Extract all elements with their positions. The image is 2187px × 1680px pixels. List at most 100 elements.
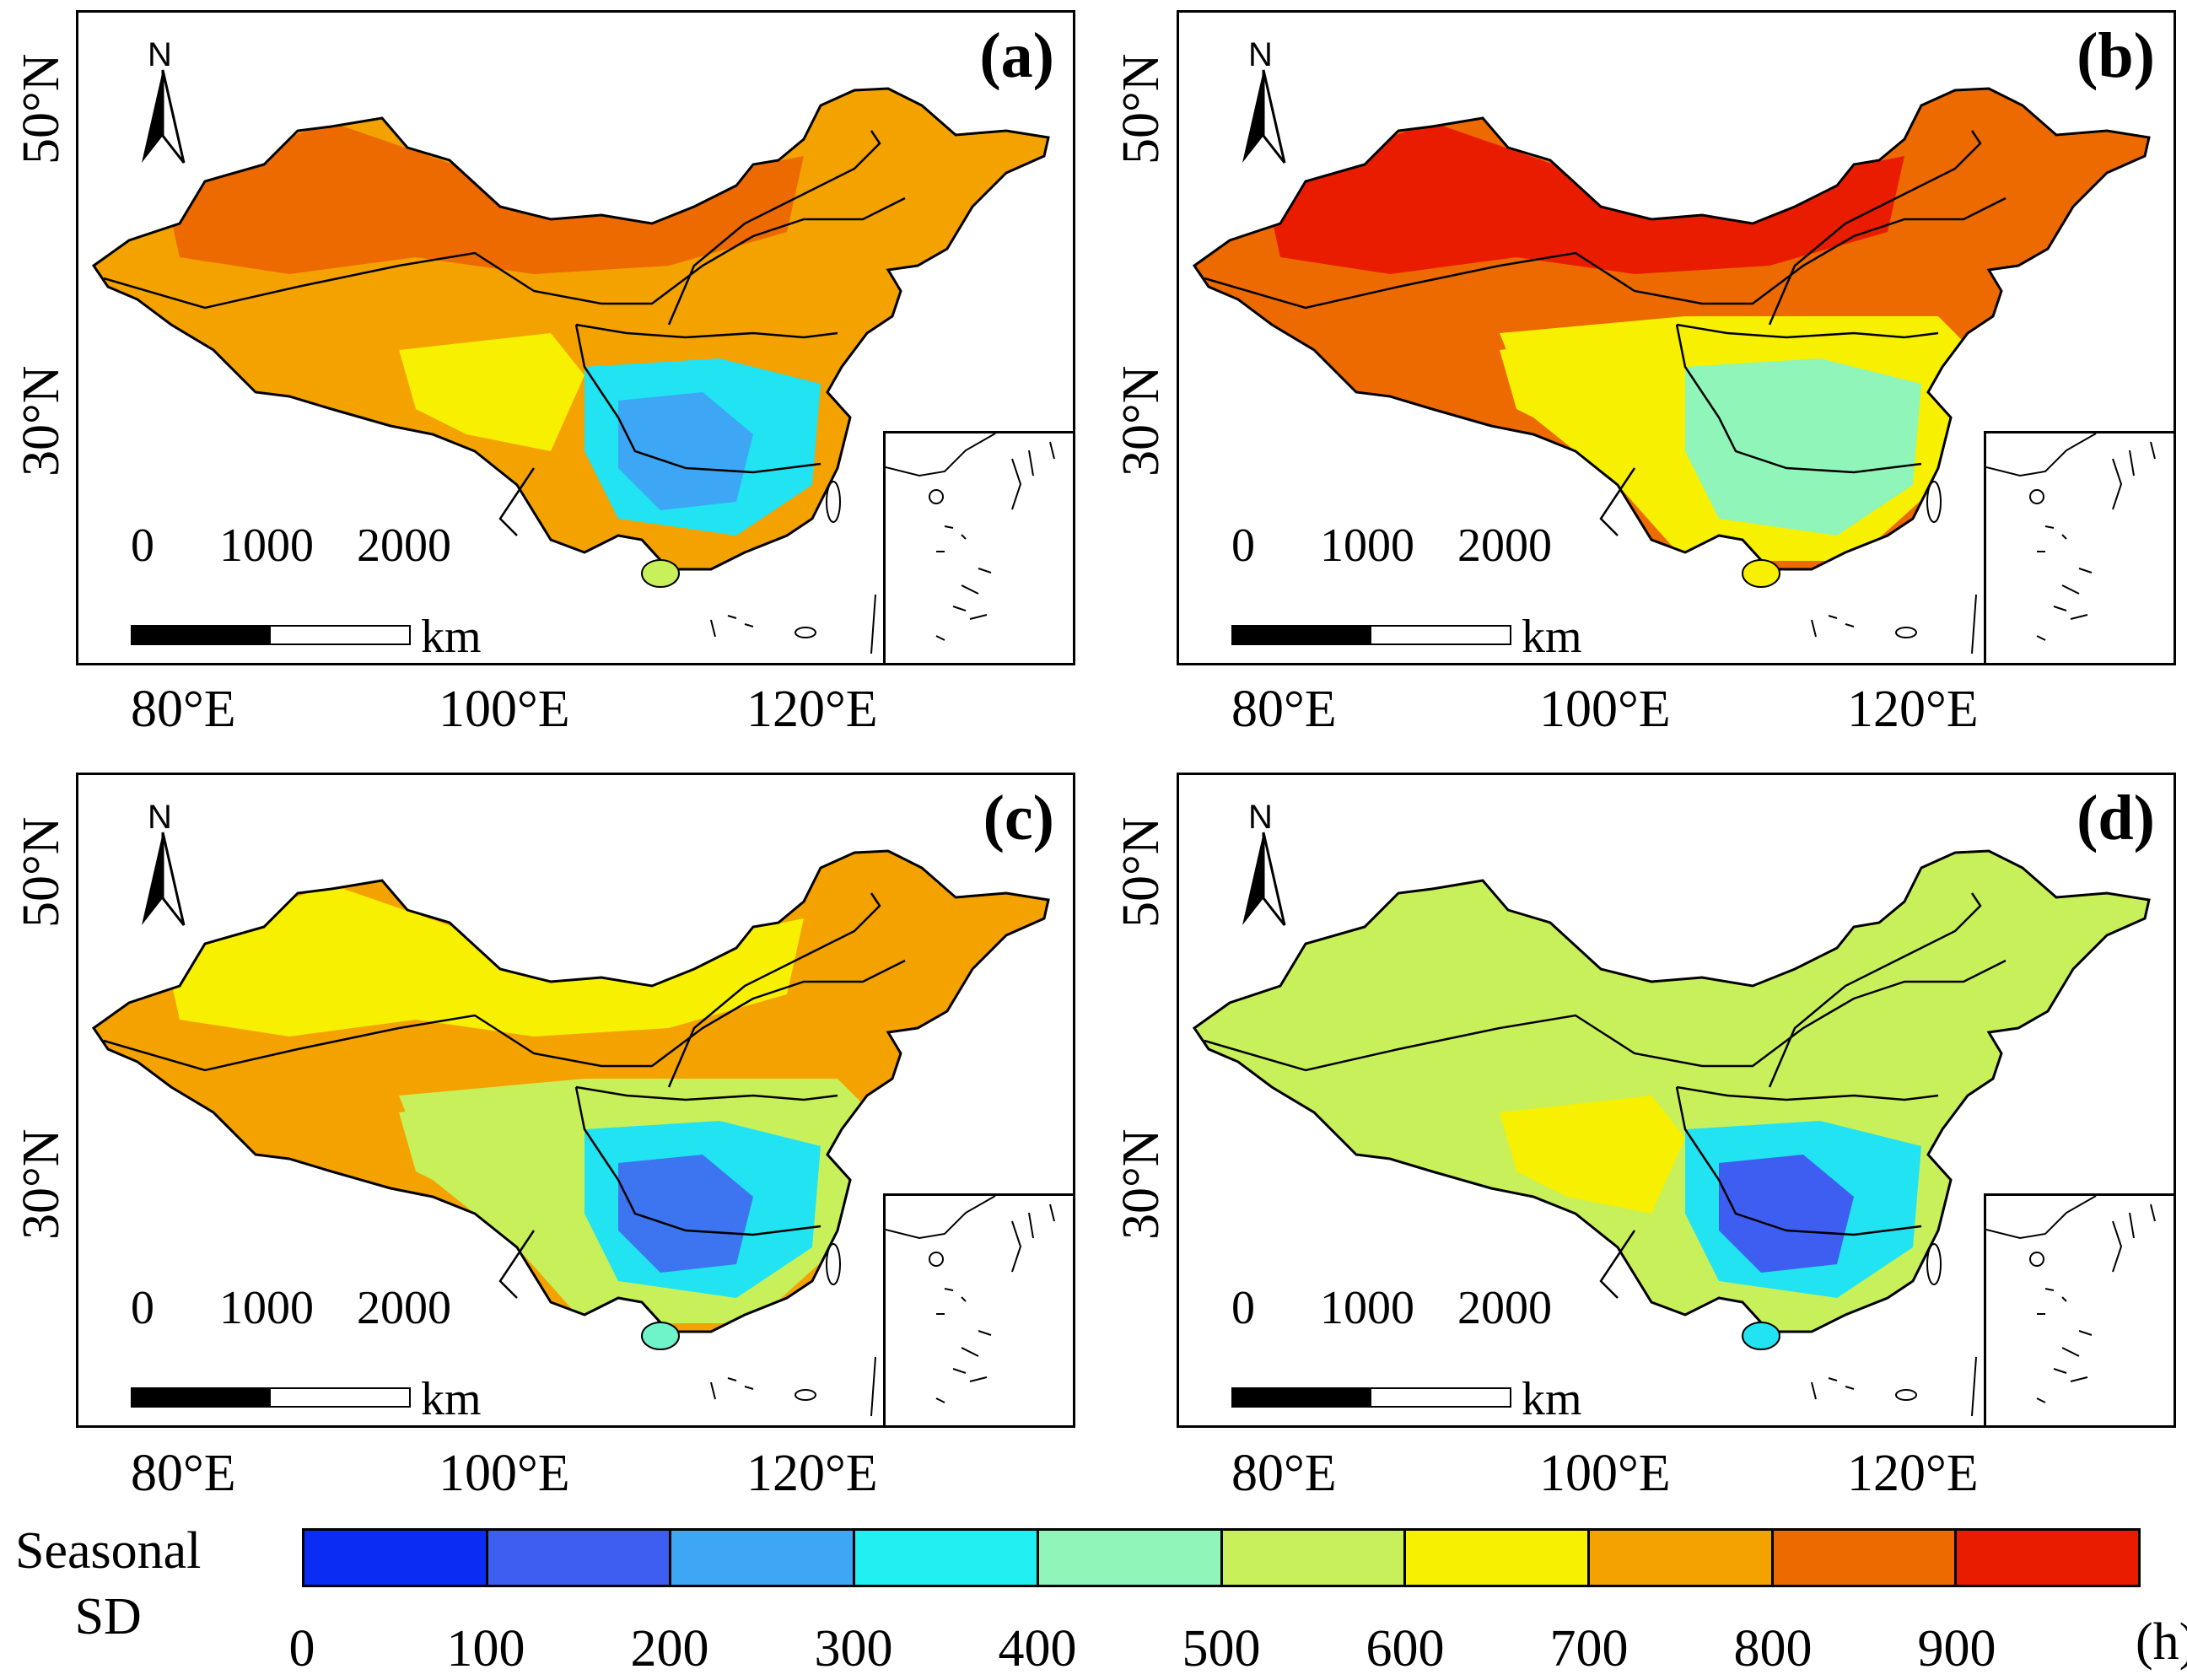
scale-label-2000: 2000 [1457,520,1552,572]
x-tick-120e-b: 120°E [1847,681,1979,738]
map-panel-b: (b) N 0 1000 2000 km [1177,10,2176,665]
region-north [163,122,804,274]
region-boundary-line [667,892,881,1088]
panel-label: (d) [2077,783,2155,853]
x-tick-80e-d: 80°E [1231,1445,1337,1502]
region-boundary-line [1676,323,1939,339]
region-boundary-line [1204,959,2007,1072]
scale-label-2000: 2000 [357,1282,451,1334]
inset-map [885,433,1055,641]
region-north [1263,885,1904,1037]
legend-tick-200: 200 [630,1620,709,1677]
scale-unit: km [1522,1373,1582,1425]
north-letter: N [1248,799,1273,836]
coastal-islands [1811,594,1977,654]
region-boundary-line [1675,1086,1922,1236]
legend-tick-500: 500 [1182,1620,1261,1677]
scale-label-0: 0 [1231,1282,1255,1334]
coastal-islands [710,1356,876,1417]
region-blob-inner [618,392,753,510]
region-south [1500,333,1685,451]
scale-unit: km [421,611,482,663]
legend-tick-100: 100 [446,1620,525,1677]
map-panel-d: (d) N 0 1000 2000 km [1177,773,2176,1428]
hainan-island [641,559,680,588]
south-china-sea-inset [1984,1193,2174,1425]
region-boundary-line [103,197,906,310]
scale-unit: km [1522,611,1582,663]
legend-bin-900 [1957,1531,2139,1585]
y-tick-50n-b: 50°N [1112,53,1170,164]
legend-bin-0 [304,1531,488,1585]
legend-tick-800: 800 [1733,1620,1813,1677]
scale-label-1000: 1000 [1320,520,1414,572]
taiwan-outline [1926,481,1942,523]
north-letter: N [148,36,172,73]
taiwan-outline [1926,1243,1942,1285]
legend-tick-400: 400 [998,1620,1077,1677]
north-arrow-icon [1242,832,1286,926]
legend-tick-300: 300 [814,1620,893,1677]
region-boundary-line [1768,130,1982,326]
china-border [1192,87,2151,571]
y-tick-30n-b: 30°N [1112,365,1170,477]
scale-bar: 0 1000 2000 km [1231,519,1586,663]
x-tick-80e-b: 80°E [1231,681,1337,738]
legend-bin-300 [855,1531,1039,1585]
region-boundary-line [575,323,838,339]
legend-bin-200 [671,1531,856,1585]
region-boundary-line [1768,892,1982,1088]
region-south [1500,1096,1685,1214]
map-canvas [91,87,1050,654]
region-south [399,1096,584,1214]
y-tick-50n-c: 50°N [13,816,70,928]
scale-label-1000: 1000 [219,520,314,572]
inset-map [1985,433,2156,641]
map-panel-c: (c) N 0 1000 2000 km [76,773,1075,1428]
region-blob-inner [1719,392,1854,510]
region-boundary-line [1676,1085,1939,1101]
scale-label-1000: 1000 [1320,1282,1414,1334]
y-tick-30n-c: 30°N [13,1128,70,1240]
scale-bar-graphic [1231,625,1511,645]
y-tick-50n-a: 50°N [13,53,70,164]
scale-bar: 0 1000 2000 km [131,519,485,663]
x-tick-100e-c: 100°E [439,1445,570,1502]
hainan-island [1742,559,1780,588]
hainan-island [641,1322,680,1350]
china-border [1192,849,2151,1333]
scale-label-0: 0 [131,520,154,572]
scale-label-0: 0 [131,1282,154,1334]
region-boundary-line [574,1086,821,1236]
x-tick-80e-a: 80°E [131,681,236,738]
north-arrow-icon [142,832,186,926]
region-boundary-line [575,1085,838,1101]
region-boundary-line [667,130,881,326]
region-south [399,333,584,451]
region-boundary-line [1204,197,2007,310]
legend-tick-700: 700 [1549,1620,1629,1677]
region-north [163,885,804,1037]
legend-bin-800 [1773,1531,1958,1585]
legend-title-line2: SD [74,1588,142,1645]
x-tick-80e-c: 80°E [131,1445,236,1502]
x-tick-120e-a: 120°E [746,681,878,738]
north-arrow: N [129,36,205,171]
y-tick-30n-a: 30°N [13,365,70,477]
panel-label: (a) [979,20,1054,91]
legend-bin-600 [1406,1531,1590,1585]
taiwan-outline [826,481,841,523]
panel-label: (c) [983,783,1054,853]
china-border [91,849,1050,1333]
legend-bin-400 [1038,1531,1223,1585]
scale-bar-graphic [131,625,411,645]
legend-title-line1: Seasonal [15,1522,202,1580]
scale-bar: 0 1000 2000 km [1231,1281,1586,1425]
region-boundary-line [1599,1230,1636,1299]
inset-map [1985,1195,2156,1403]
x-tick-100e-b: 100°E [1539,681,1671,738]
region-boundary-line [498,467,536,536]
north-letter: N [1248,36,1273,73]
scale-label-0: 0 [1231,520,1255,572]
color-legend-bar [302,1528,2141,1587]
